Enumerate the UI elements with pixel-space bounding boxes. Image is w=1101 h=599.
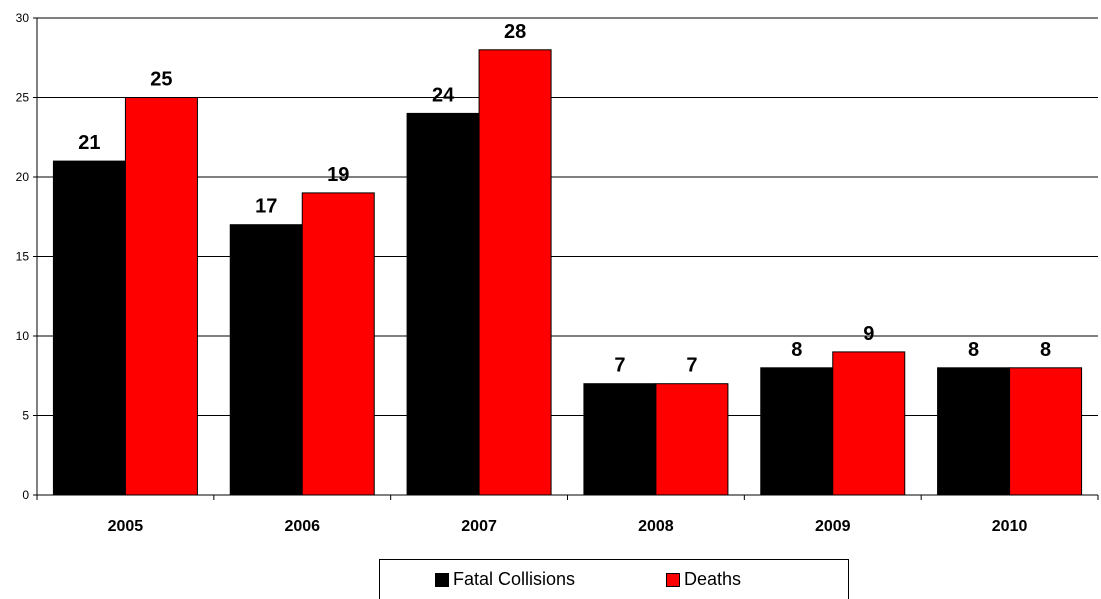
data-label: 25 xyxy=(150,69,172,91)
bar xyxy=(229,224,303,496)
bar xyxy=(832,351,906,496)
y-tick-label: 15 xyxy=(16,250,30,264)
bar xyxy=(1009,367,1083,496)
data-label: 8 xyxy=(968,339,979,361)
data-label: 21 xyxy=(78,132,100,154)
y-tick-label: 20 xyxy=(16,170,30,184)
data-label: 9 xyxy=(863,323,874,345)
y-tick-label: 5 xyxy=(22,409,29,423)
bar xyxy=(52,160,126,496)
y-tick-label: 30 xyxy=(16,11,30,25)
x-tick-label: 2006 xyxy=(284,518,320,535)
data-label: 28 xyxy=(504,21,526,43)
x-tick-label: 2008 xyxy=(638,518,674,535)
data-label: 7 xyxy=(614,355,625,377)
bar-chart: 0 5 10 15 20 25 30 21 25 2005 17 19 2006 24 28 2007 7 7 20… xyxy=(16,11,1099,535)
bar xyxy=(124,97,198,496)
data-label: 19 xyxy=(327,164,349,186)
bar xyxy=(760,367,834,496)
legend-swatch-deaths xyxy=(666,572,680,587)
legend-swatch-fatal-collisions xyxy=(435,572,449,587)
bar xyxy=(406,112,480,496)
bar xyxy=(937,367,1011,496)
bar xyxy=(583,383,657,496)
data-label: 7 xyxy=(686,355,697,377)
legend-label-deaths: Deaths xyxy=(684,569,742,589)
bar xyxy=(478,49,552,496)
bar xyxy=(655,383,729,496)
y-tick-label: 10 xyxy=(16,329,30,343)
y-tick-label: 0 xyxy=(22,488,29,502)
bar xyxy=(301,192,375,496)
data-label: 8 xyxy=(1040,339,1051,361)
data-label: 8 xyxy=(791,339,802,361)
data-label: 24 xyxy=(432,84,455,106)
data-label: 17 xyxy=(255,196,277,218)
x-tick-label: 2009 xyxy=(815,518,851,535)
x-tick-label: 2007 xyxy=(461,518,497,535)
legend: Fatal Collisions Deaths xyxy=(379,559,849,599)
x-tick-label: 2005 xyxy=(108,518,144,535)
legend-item-deaths: Deaths xyxy=(666,569,741,590)
x-tick-label: 2010 xyxy=(992,518,1028,535)
y-tick-label: 25 xyxy=(16,91,30,105)
legend-label-fatal-collisions: Fatal Collisions xyxy=(453,569,576,589)
legend-item-fatal-collisions: Fatal Collisions xyxy=(435,569,575,590)
